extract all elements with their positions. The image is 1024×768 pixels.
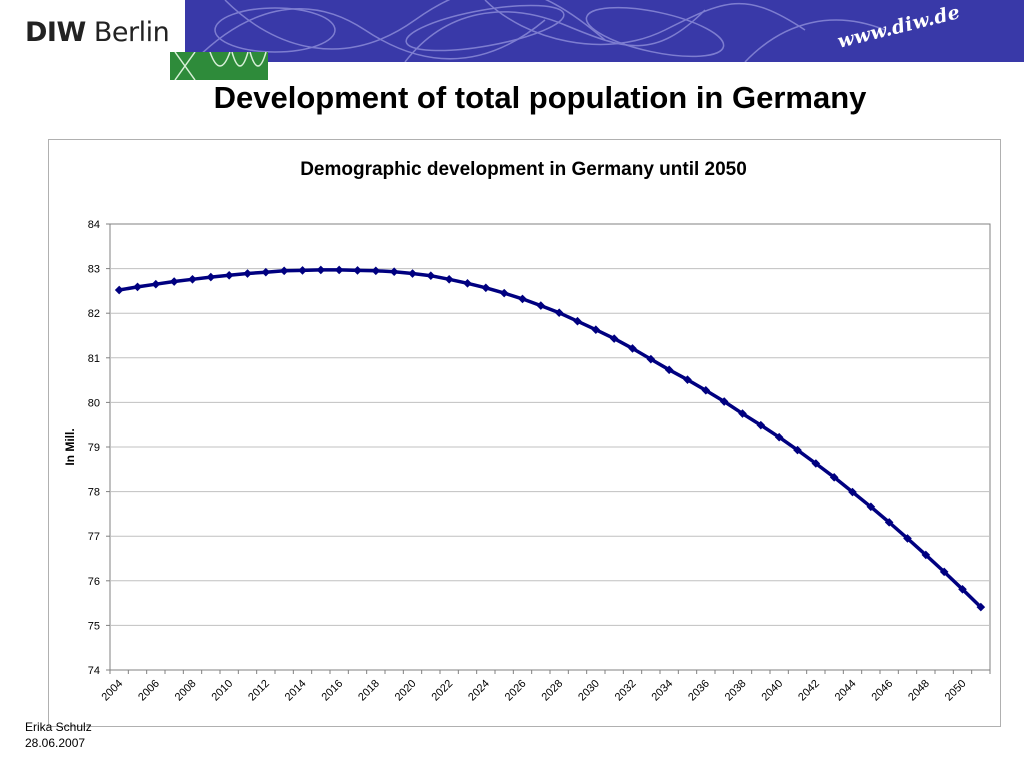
x-tick-label: 2028 <box>539 678 565 704</box>
y-tick-label: 77 <box>88 531 100 543</box>
data-point <box>353 266 362 275</box>
page-title: Development of total population in Germa… <box>213 80 867 115</box>
green-strip-pattern <box>174 52 267 80</box>
data-point <box>958 584 967 594</box>
data-point <box>114 285 124 295</box>
footer: Erika Schulz 28.06.2007 <box>25 719 92 751</box>
data-point <box>609 334 619 343</box>
x-tick-label: 2030 <box>576 678 602 704</box>
data-point <box>646 354 656 364</box>
data-point <box>811 459 821 468</box>
banner-pattern <box>194 0 886 62</box>
y-tick-label: 74 <box>88 665 100 677</box>
x-tick-label: 2018 <box>356 678 382 704</box>
data-point <box>573 316 582 326</box>
x-tick-label: 2014 <box>283 678 309 704</box>
chart-title: Demographic development in Germany until… <box>300 159 747 180</box>
data-point <box>499 288 509 298</box>
data-point <box>719 397 729 406</box>
data-point <box>371 266 381 276</box>
diw-berlin-logo: DIW Berlin <box>25 17 170 48</box>
data-point <box>939 567 949 577</box>
x-tick-label: 2004 <box>99 678 125 704</box>
y-tick-label: 78 <box>88 487 100 499</box>
data-point <box>169 277 179 286</box>
data-point <box>133 282 142 292</box>
data-point <box>243 269 252 278</box>
x-tick-label: 2034 <box>649 678 675 704</box>
data-point <box>279 266 289 276</box>
x-tick-label: 2046 <box>869 678 895 704</box>
x-tick-label: 2032 <box>613 678 639 704</box>
data-point <box>738 409 747 418</box>
data-point <box>536 301 546 310</box>
x-tick-label: 2016 <box>319 678 345 704</box>
x-tick-label: 2010 <box>209 678 235 704</box>
x-tick-label: 2020 <box>393 678 419 704</box>
x-tick-label: 2044 <box>833 678 859 704</box>
data-point <box>316 265 326 275</box>
y-tick-label: 76 <box>88 576 100 588</box>
x-tick-label: 2024 <box>466 678 492 704</box>
data-point <box>444 274 454 284</box>
x-tick-label: 2048 <box>906 678 932 704</box>
y-tick-label: 82 <box>88 308 100 320</box>
x-tick-label: 2008 <box>173 678 199 704</box>
data-point <box>481 283 491 293</box>
data-point <box>426 271 436 281</box>
data-point <box>921 550 931 560</box>
data-point <box>866 502 876 512</box>
data-point <box>756 420 766 430</box>
logo-regular: Berlin <box>93 17 170 48</box>
data-point <box>518 294 527 304</box>
data-point <box>664 365 674 375</box>
y-tick-label: 80 <box>88 397 100 409</box>
x-tick-label: 2012 <box>246 678 272 704</box>
data-point <box>848 487 857 497</box>
x-tick-label: 2022 <box>429 678 455 704</box>
x-tick-label: 2038 <box>723 678 749 704</box>
data-point <box>408 269 417 278</box>
data-point <box>206 272 216 282</box>
x-tick-label: 2026 <box>503 678 529 704</box>
data-point <box>261 267 271 277</box>
x-tick-label: 2036 <box>686 678 712 704</box>
y-tick-label: 81 <box>88 353 100 365</box>
y-tick-label: 84 <box>88 219 100 231</box>
data-point <box>683 375 692 384</box>
x-tick-label: 2050 <box>943 678 969 704</box>
y-tick-label: 79 <box>88 442 100 454</box>
footer-author: Erika Schulz <box>25 720 92 734</box>
data-point <box>903 534 912 543</box>
x-tick-label: 2042 <box>796 678 822 704</box>
data-point <box>151 279 161 289</box>
data-point <box>793 445 802 455</box>
data-point <box>829 473 839 482</box>
data-point <box>976 602 986 612</box>
data-point <box>774 432 784 442</box>
data-point <box>463 279 472 288</box>
data-point <box>628 344 637 353</box>
footer-date: 28.06.2007 <box>25 736 86 750</box>
data-point <box>884 518 894 527</box>
data-point <box>701 386 711 395</box>
y-tick-label: 75 <box>88 620 100 632</box>
data-point <box>224 270 234 280</box>
data-point <box>591 325 601 335</box>
x-tick-label: 2006 <box>136 678 162 704</box>
x-tick-label: 2040 <box>759 678 785 704</box>
green-accent-strip <box>170 52 268 80</box>
header-banner: www.diw.de <box>185 0 1024 62</box>
data-point <box>554 308 564 318</box>
data-point <box>389 267 399 277</box>
logo-bold: DIW <box>25 17 86 48</box>
data-point <box>334 265 344 275</box>
y-axis-label: In Mill. <box>63 428 77 465</box>
data-point <box>188 274 197 284</box>
y-tick-label: 83 <box>88 264 100 276</box>
data-point <box>298 266 307 275</box>
